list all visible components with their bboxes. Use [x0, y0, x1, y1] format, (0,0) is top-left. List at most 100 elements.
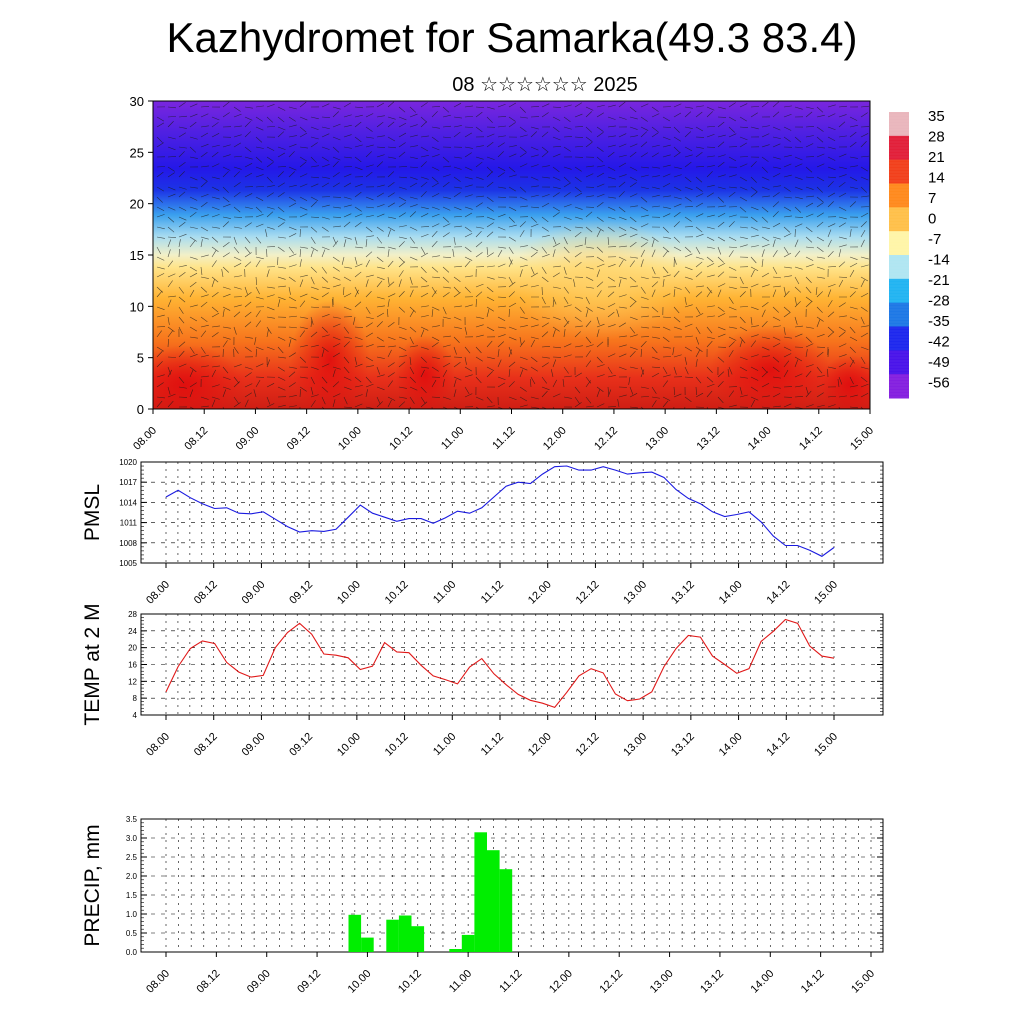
- x-tick-label: 14.12: [799, 968, 827, 996]
- precip-bar: [461, 934, 475, 952]
- precip-chart: 0.0 0.5 1.0 1.5 2.0 2.5 3.0 3.5 08.00 08.12 09.00 0…: [81, 815, 884, 996]
- x-tick-label: 14.00: [717, 731, 745, 759]
- x-tick-label: 10.12: [383, 579, 411, 607]
- y-tick-label: 5: [137, 351, 144, 366]
- colorbar-label: -42: [928, 334, 950, 351]
- x-tick-label: 15.00: [812, 731, 840, 759]
- x-tick-label: 13.00: [621, 731, 649, 759]
- x-tick-label: 10.00: [335, 579, 363, 607]
- y-tick-label: 2.5: [126, 853, 138, 862]
- x-tick-label: 12.12: [592, 425, 620, 453]
- mid-level-anomaly: [510, 220, 690, 340]
- colorbar-label: -28: [928, 293, 950, 310]
- y-tick-label: 0.0: [126, 948, 138, 957]
- x-tick-label: 14.00: [746, 425, 774, 453]
- colorbar-label: -21: [928, 272, 950, 289]
- precip-bar: [474, 832, 487, 952]
- x-tick-label: 13.00: [648, 968, 676, 996]
- x-tick-label: 10.12: [383, 731, 411, 759]
- x-tick-label: 15.00: [812, 579, 840, 607]
- warm-core: [153, 345, 245, 409]
- colorbar-segment: [889, 278, 909, 304]
- x-tick-label: 14.00: [717, 579, 745, 607]
- y-axis-label: PMSL: [81, 484, 104, 541]
- x-tick-label: 14.00: [748, 968, 776, 996]
- x-tick-label: 09.12: [295, 968, 323, 996]
- warm-core: [820, 355, 870, 409]
- x-tick-label: 11.00: [447, 968, 474, 995]
- y-tick-label: 0: [137, 402, 144, 417]
- chart-title: Kazhydromet for Samarka(49.3 83.4): [166, 14, 858, 61]
- colorbar-label: -56: [928, 375, 950, 392]
- y-tick-label: 1017: [119, 478, 137, 487]
- x-tick-label: 12.00: [547, 968, 575, 996]
- y-tick-label: 20: [128, 644, 137, 653]
- x-tick-label: 13.12: [669, 579, 697, 607]
- x-tick-label: 09.00: [234, 425, 262, 453]
- precip-bar: [487, 850, 500, 952]
- colorbar-label: 0: [928, 211, 936, 228]
- precip-bar: [386, 919, 399, 952]
- colorbar-segment: [889, 231, 909, 256]
- x-tick-label: 14.12: [764, 731, 792, 759]
- x-tick-label: 11.00: [431, 731, 458, 758]
- x-tick-label: 11.12: [479, 731, 506, 758]
- x-tick-label: 11.12: [497, 968, 524, 995]
- colorbar-label: 7: [928, 190, 936, 207]
- x-tick-label: 09.12: [287, 579, 315, 607]
- colorbar-label: -14: [928, 252, 950, 269]
- x-tick-label: 10.00: [335, 731, 363, 759]
- x-tick-label: 12.12: [574, 579, 602, 607]
- x-tick-label: 09.00: [245, 968, 273, 996]
- x-tick-label: 09.12: [287, 731, 315, 759]
- x-tick-label: 15.00: [849, 968, 877, 996]
- y-axis-label: PRECIP, mm: [81, 824, 104, 946]
- x-tick-label: 14.12: [797, 425, 825, 453]
- x-tick-label: 12.12: [597, 968, 625, 996]
- x-tick-label: 08.00: [131, 425, 159, 453]
- colorbar-segment: [889, 302, 909, 327]
- colorbar-segment: [889, 183, 909, 208]
- x-tick-label: 10.12: [396, 968, 424, 996]
- x-tick-label: 08.12: [192, 731, 220, 759]
- temp-series-line: [165, 618, 835, 709]
- colorbar-segment: [889, 159, 909, 184]
- pmsl-chart: 1005 1008 1011 1014 1017 1020 08.00 08.12 09.00 0…: [81, 458, 884, 607]
- precip-bar: [361, 937, 374, 952]
- precip-bar: [411, 926, 425, 952]
- colorbar-label: 28: [928, 129, 945, 146]
- colorbar-label: 14: [928, 170, 945, 187]
- y-tick-label: 0.5: [126, 929, 138, 938]
- chart-subtitle: 08 ☆☆☆☆☆☆ 2025: [452, 74, 638, 96]
- x-tick-label: 08.12: [195, 968, 223, 996]
- y-tick-label: 1.0: [126, 910, 138, 919]
- y-tick-label: 10: [130, 299, 144, 314]
- x-tick-label: 09.00: [240, 579, 268, 607]
- colorbar-segment: [889, 207, 909, 232]
- y-tick-label: 16: [128, 661, 137, 670]
- y-tick-label: 12: [128, 677, 137, 686]
- y-tick-label: 1.5: [126, 891, 138, 900]
- wind-barbs: [156, 101, 870, 409]
- y-tick-label: 24: [128, 627, 137, 636]
- x-tick-label: 11.00: [431, 579, 458, 606]
- precip-bar: [398, 915, 412, 952]
- y-axis-label: TEMP at 2 M: [81, 603, 104, 725]
- warm-core: [290, 300, 370, 409]
- x-tick-label: 08.00: [144, 968, 172, 996]
- x-tick-label: 10.00: [346, 968, 374, 996]
- x-tick-label: 08.00: [144, 731, 172, 759]
- x-tick-label: 09.12: [285, 425, 313, 453]
- colorbar: 35 28 21 14 7 0 -7 -14 -21 -28 -35 -42 -49 -56: [889, 108, 950, 399]
- y-tick-label: 28: [128, 610, 137, 619]
- colorbar-segment: [889, 112, 909, 137]
- y-tick-label: 25: [130, 145, 144, 160]
- x-tick-label: 13.00: [621, 579, 649, 607]
- y-tick-label: 1020: [119, 458, 137, 467]
- colorbar-label: -35: [928, 313, 950, 330]
- colorbar-label: 35: [928, 108, 945, 125]
- precip-bar: [499, 869, 513, 952]
- x-tick-label: 15.00: [848, 425, 876, 453]
